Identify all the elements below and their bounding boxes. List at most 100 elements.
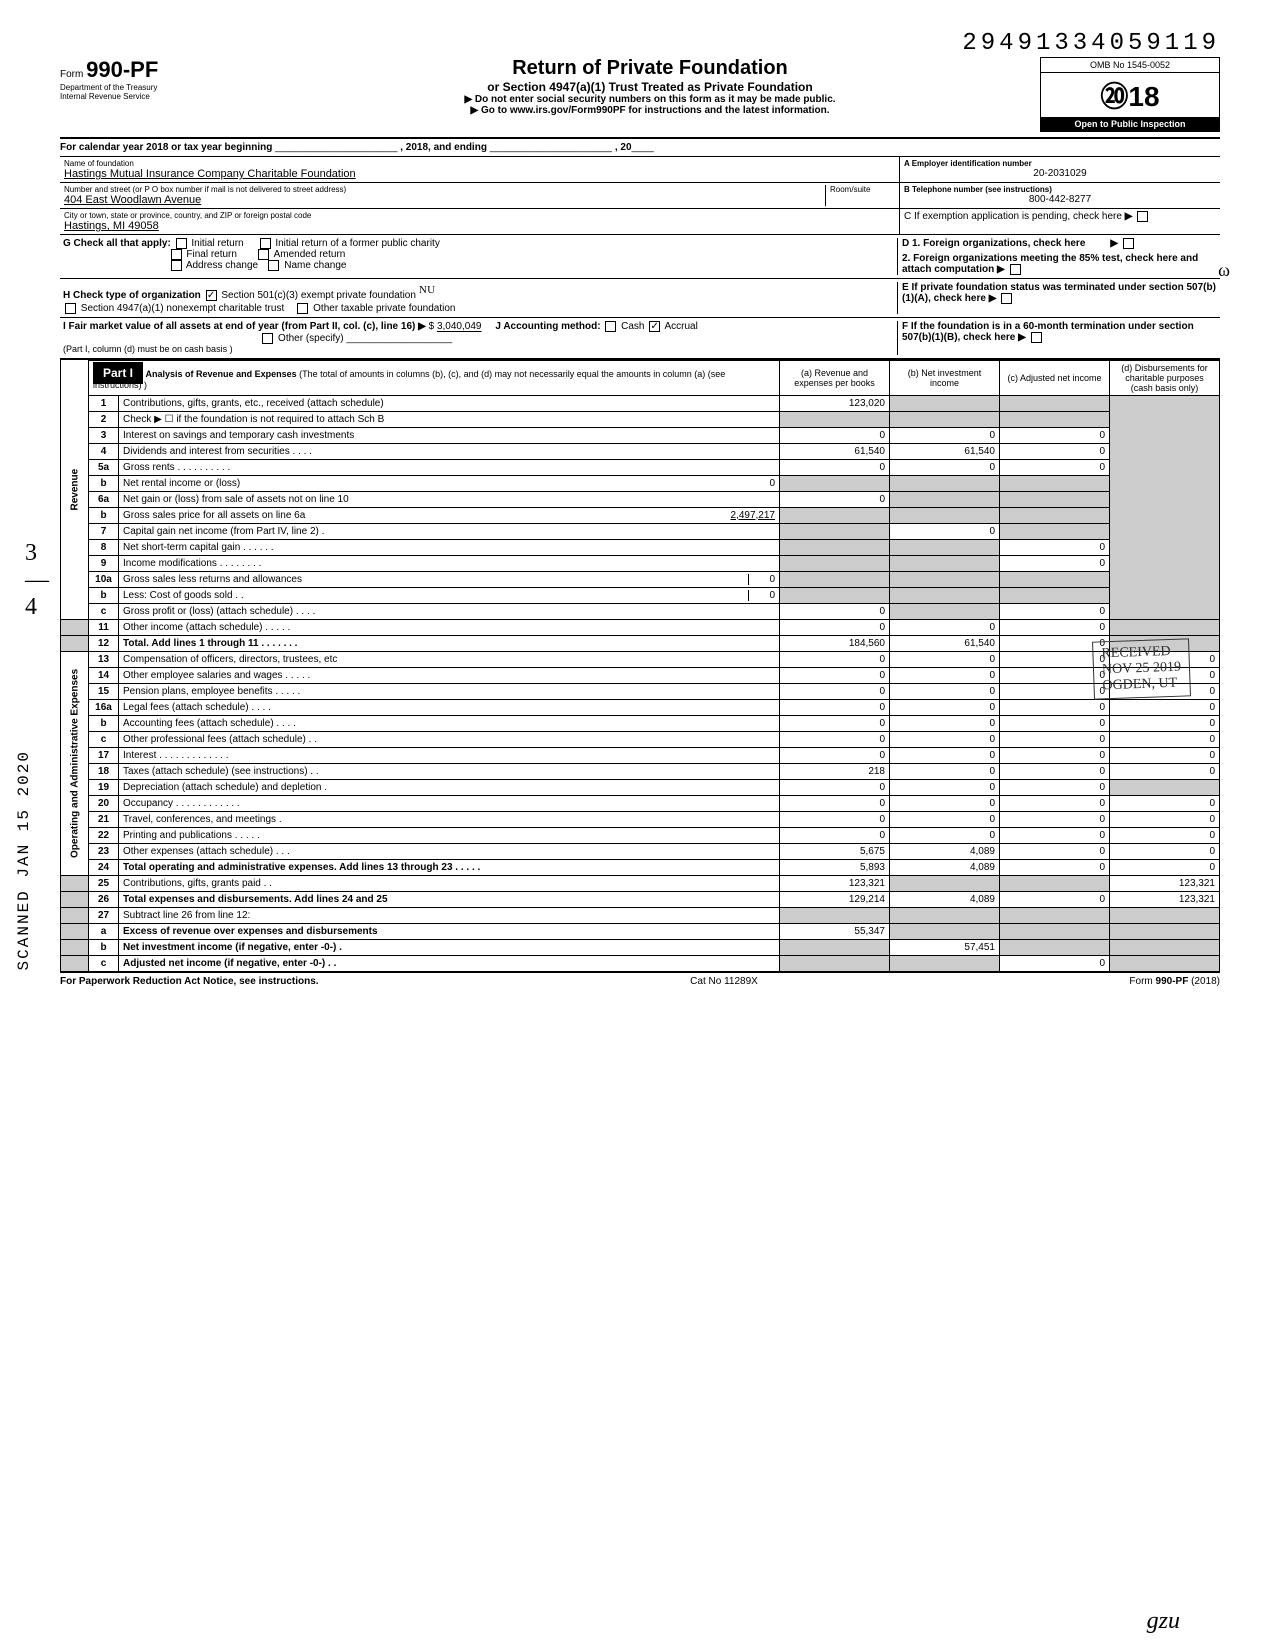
g-address-checkbox[interactable] — [171, 260, 182, 271]
table-row: 8Net short-term capital gain . . . . . .… — [61, 539, 1220, 555]
f-label: F If the foundation is in a 60-month ter… — [902, 321, 1194, 343]
table-row: cAdjusted net income (if negative, enter… — [61, 955, 1220, 971]
table-row: 14Other employee salaries and wages . . … — [61, 667, 1220, 683]
table-row: 10aGross sales less returns and allowanc… — [61, 571, 1220, 587]
street-address: 404 East Woodlawn Avenue — [64, 194, 825, 206]
table-row: 23Other expenses (attach schedule) . . .… — [61, 843, 1220, 859]
table-row: 24Total operating and administrative exp… — [61, 859, 1220, 875]
table-row: 4Dividends and interest from securities … — [61, 443, 1220, 459]
i-value: 3,040,049 — [437, 322, 482, 333]
expenses-side-label: Operating and Administrative Expenses — [61, 651, 89, 875]
received-stamp: RECEIVED NOV 25 2019 OGDEN, UT — [1092, 638, 1191, 699]
table-row: 5aGross rents . . . . . . . . . .000 — [61, 459, 1220, 475]
city-value: Hastings, MI 49058 — [64, 220, 895, 232]
foundation-name: Hastings Mutual Insurance Company Charit… — [64, 168, 895, 180]
instruction-1: Do not enter social security numbers on … — [260, 94, 1040, 105]
d2-label: 2. Foreign organizations meeting the 85%… — [902, 253, 1198, 275]
table-row: bAccounting fees (attach schedule) . . .… — [61, 715, 1220, 731]
d1-checkbox[interactable] — [1123, 238, 1134, 249]
h-row: H Check type of organization Section 501… — [60, 279, 1220, 318]
table-row: 11Other income (attach schedule) . . . .… — [61, 619, 1220, 635]
name-label: Name of foundation — [64, 159, 895, 168]
table-row: 22Printing and publications . . . . .000… — [61, 827, 1220, 843]
j-accrual-checkbox[interactable] — [649, 321, 660, 332]
g-former-checkbox[interactable] — [260, 238, 271, 249]
ein-label: A Employer identification number — [904, 159, 1216, 168]
table-row: 6aNet gain or (loss) from sale of assets… — [61, 491, 1220, 507]
form-ref: Form 990-PF (2018) — [1129, 976, 1220, 987]
table-row: 19Depreciation (attach schedule) and dep… — [61, 779, 1220, 795]
address-block: Number and street (or P O box number if … — [60, 183, 1220, 209]
c-checkbox[interactable] — [1137, 211, 1148, 222]
table-row: 17Interest . . . . . . . . . . . . .0000 — [61, 747, 1220, 763]
g-label: G Check all that apply: — [63, 238, 171, 249]
table-row: 16aLegal fees (attach schedule) . . . .0… — [61, 699, 1220, 715]
instruction-2: Go to www.irs.gov/Form990PF for instruct… — [260, 105, 1040, 116]
table-row: 1Contributions, gifts, grants, etc., rec… — [61, 395, 1220, 411]
form-header: Form 990-PF Department of the Treasury I… — [60, 57, 1220, 139]
table-row: bNet rental income or (loss) 0 — [61, 475, 1220, 491]
form-prefix: Form — [60, 69, 83, 80]
col-c-header: (c) Adjusted net income — [1000, 360, 1110, 396]
table-row: 12Total. Add lines 1 through 11 . . . . … — [61, 635, 1220, 651]
table-row: bNet investment income (if negative, ent… — [61, 939, 1220, 955]
j-cash-checkbox[interactable] — [605, 321, 616, 332]
revenue-side-label: Revenue — [61, 360, 89, 620]
d1-label: D 1. Foreign organizations, check here — [902, 238, 1085, 249]
table-row: 27Subtract line 26 from line 12: — [61, 907, 1220, 923]
document-number: 29491334059119 — [60, 30, 1220, 57]
city-label: City or town, state or province, country… — [64, 211, 895, 220]
addr-label: Number and street (or P O box number if … — [64, 185, 825, 194]
paperwork-notice: For Paperwork Reduction Act Notice, see … — [60, 976, 319, 987]
table-row: Operating and Administrative Expenses13C… — [61, 651, 1220, 667]
room-label: Room/suite — [830, 185, 895, 194]
f-checkbox[interactable] — [1031, 332, 1042, 343]
handwritten-initials: ᴺᵁ — [419, 282, 435, 302]
table-row: cOther professional fees (attach schedul… — [61, 731, 1220, 747]
e-label: E If private foundation status was termi… — [902, 282, 1216, 304]
e-checkbox[interactable] — [1001, 293, 1012, 304]
footer: For Paperwork Reduction Act Notice, see … — [60, 972, 1220, 987]
foundation-name-block: Name of foundation Hastings Mutual Insur… — [60, 157, 1220, 183]
j-label: J Accounting method: — [495, 322, 600, 333]
calendar-year-row: For calendar year 2018 or tax year begin… — [60, 139, 1220, 157]
g-name-checkbox[interactable] — [268, 260, 279, 271]
phone-label: B Telephone number (see instructions) — [904, 185, 1216, 194]
form-subtitle: or Section 4947(a)(1) Trust Treated as P… — [260, 80, 1040, 94]
analysis-table: Revenue Part I Analysis of Revenue and E… — [60, 359, 1220, 972]
table-row: 20Occupancy . . . . . . . . . . . .0000 — [61, 795, 1220, 811]
g-final-checkbox[interactable] — [171, 249, 182, 260]
dept-treasury: Department of the Treasury — [60, 83, 260, 92]
c-label: C If exemption application is pending, c… — [904, 211, 1122, 222]
table-row: 7Capital gain net income (from Part IV, … — [61, 523, 1220, 539]
col-a-header: (a) Revenue and expenses per books — [780, 360, 890, 396]
table-row: 26Total expenses and disbursements. Add … — [61, 891, 1220, 907]
phone-value: 800-442-8277 — [904, 194, 1216, 205]
table-row: bGross sales price for all assets on lin… — [61, 507, 1220, 523]
j-note: (Part I, column (d) must be on cash basi… — [63, 344, 233, 354]
handwritten-mark: ω — [1218, 260, 1230, 281]
h-4947-checkbox[interactable] — [65, 303, 76, 314]
g-row: G Check all that apply: Initial return I… — [60, 235, 1220, 279]
h-501c3-checkbox[interactable] — [206, 290, 217, 301]
table-row: cGross profit or (loss) (attach schedule… — [61, 603, 1220, 619]
g-initial-checkbox[interactable] — [176, 238, 187, 249]
scanned-stamp: SCANNED JAN 15 2020 — [15, 750, 33, 970]
j-other-checkbox[interactable] — [262, 333, 273, 344]
omb-number: OMB No 1545-0052 — [1041, 58, 1219, 73]
table-row: 18Taxes (attach schedule) (see instructi… — [61, 763, 1220, 779]
public-inspection: Open to Public Inspection — [1041, 117, 1219, 131]
table-row: 9Income modifications . . . . . . . .0 — [61, 555, 1220, 571]
g-amended-checkbox[interactable] — [258, 249, 269, 260]
form-title: Return of Private Foundation — [260, 57, 1040, 80]
h-other-checkbox[interactable] — [297, 303, 308, 314]
tax-year: ⑳201818 — [1041, 73, 1219, 117]
col-d-header: (d) Disbursements for charitable purpose… — [1110, 360, 1220, 396]
signature: gzu — [1147, 1608, 1180, 1635]
d2-checkbox[interactable] — [1010, 264, 1021, 275]
table-row: bLess: Cost of goods sold . .0 — [61, 587, 1220, 603]
form-code: 990-PF — [86, 57, 158, 82]
h-label: H Check type of organization — [63, 290, 201, 301]
i-label: I Fair market value of all assets at end… — [63, 322, 415, 333]
table-row: 25Contributions, gifts, grants paid . .1… — [61, 875, 1220, 891]
